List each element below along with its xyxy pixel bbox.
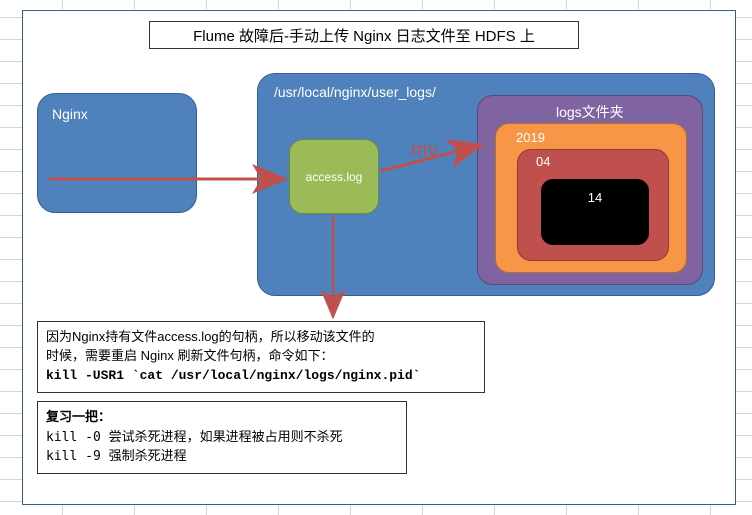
day-node: 14 bbox=[541, 179, 649, 245]
day-label: 14 bbox=[588, 190, 602, 205]
accesslog-label: access.log bbox=[306, 170, 363, 184]
note-kill-usr1: 因为Nginx持有文件access.log的句柄，所以移动该文件的 时候，需要重… bbox=[37, 321, 485, 393]
diagram-title: Flume 故障后-手动上传 Nginx 日志文件至 HDFS 上 bbox=[149, 21, 579, 49]
mv-arrow-label: mv bbox=[411, 139, 438, 162]
logs-folder-label: logs文件夹 bbox=[556, 104, 624, 120]
note1-cmd: kill -USR1 `cat /usr/local/nginx/logs/ng… bbox=[46, 368, 420, 383]
year-label: 2019 bbox=[516, 130, 545, 145]
accesslog-node: access.log bbox=[289, 139, 379, 214]
note-kill-review: 复习一把： kill -0 尝试杀死进程，如果进程被占用则不杀死 kill -9… bbox=[37, 401, 407, 474]
nginx-label: Nginx bbox=[52, 106, 88, 122]
note2-heading: 复习一把： bbox=[46, 410, 111, 425]
userlogs-dir-label: /usr/local/nginx/user_logs/ bbox=[274, 84, 436, 100]
note2-line1: kill -0 尝试杀死进程，如果进程被占用则不杀死 bbox=[46, 430, 343, 445]
diagram-title-text: Flume 故障后-手动上传 Nginx 日志文件至 HDFS 上 bbox=[193, 25, 535, 46]
note1-line1: 因为Nginx持有文件access.log的句柄，所以移动该文件的 bbox=[46, 329, 375, 344]
month-label: 04 bbox=[536, 154, 550, 169]
note1-line2: 时候，需要重启 Nginx 刷新文件句柄，命令如下： bbox=[46, 348, 333, 363]
nginx-node: Nginx bbox=[37, 93, 197, 213]
note2-line2: kill -9 强制杀死进程 bbox=[46, 449, 187, 464]
diagram-canvas: Flume 故障后-手动上传 Nginx 日志文件至 HDFS 上 Nginx … bbox=[22, 10, 736, 505]
